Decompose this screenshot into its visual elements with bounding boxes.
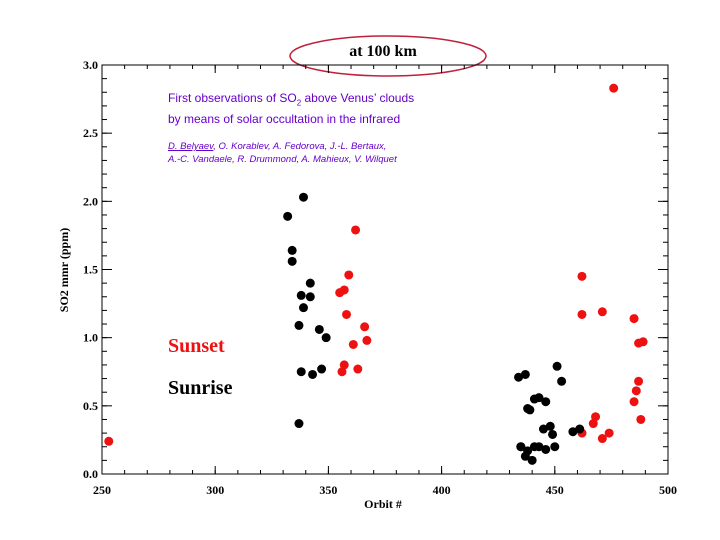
sunrise-point (557, 376, 567, 386)
sunrise-point (520, 369, 530, 379)
sunrise-point (298, 303, 308, 313)
sunrise-point (534, 442, 544, 452)
annotation-title-part2: above Venus’ clouds (301, 91, 415, 105)
sunrise-point (516, 442, 526, 452)
sunrise-point (298, 192, 308, 202)
sunrise-point (308, 369, 318, 379)
sunset-point (344, 270, 354, 280)
sunrise-point (550, 442, 560, 452)
annotation-title: First observations of SO2 above Venus’ c… (168, 90, 414, 127)
sunset-point (353, 364, 363, 374)
annotation-authors: D. Belyaev, O. Korablev, A. Fedorova, J.… (168, 140, 397, 166)
sunrise-point (575, 424, 585, 434)
y-tick-label: 1.5 (83, 263, 98, 277)
sunrise-point (305, 278, 315, 288)
legend-sunrise: Sunrise (168, 377, 233, 399)
authors-line1-rest: , O. Korablev, A. Fedorova, J.-L. Bertau… (213, 141, 387, 152)
sunset-point (342, 309, 352, 319)
sunset-point (631, 386, 641, 396)
data-points (104, 83, 648, 465)
sunset-point (634, 376, 644, 386)
sunset-point (104, 436, 114, 446)
authors-line2: A.-C. Vandaele, R. Drummond, A. Mahieux,… (168, 154, 397, 165)
axis-ticks (101, 64, 669, 475)
sunset-point (339, 285, 349, 295)
sunset-point (597, 434, 607, 444)
sunset-point (604, 428, 614, 438)
sunset-point (337, 367, 347, 377)
y-tick-label: 2.0 (83, 194, 98, 208)
sunset-point (591, 412, 601, 422)
sunrise-point (314, 324, 324, 334)
first-author-link[interactable]: D. Belyaev (168, 141, 214, 152)
x-tick-label: 300 (206, 483, 224, 497)
y-tick-label: 0.0 (83, 467, 98, 481)
sunset-point (577, 271, 587, 281)
chart-title: at 100 km (349, 43, 417, 60)
sunrise-point (552, 361, 562, 371)
sunset-point (351, 225, 361, 235)
sunrise-point (294, 419, 304, 429)
sunset-point (360, 322, 370, 332)
sunset-point (339, 360, 349, 370)
sunrise-point (514, 372, 524, 382)
annotation-title-subscript: 2 (296, 98, 302, 108)
legend-sunset: Sunset (168, 335, 225, 357)
sunrise-point (296, 367, 306, 377)
y-tick-label: 2.5 (83, 126, 98, 140)
sunrise-point (296, 290, 306, 300)
sunrise-point (283, 211, 293, 221)
title-highlight-ellipse (289, 35, 487, 77)
sunset-point (638, 337, 648, 347)
y-tick-label: 0.5 (83, 399, 98, 413)
sunset-point (588, 419, 598, 429)
sunrise-point (534, 393, 544, 403)
axis-tick-labels: 250 300 350 400 450 500 0.0 0.5 1.0 1.5 2.0 2.5 3.0 (83, 58, 677, 497)
annotation-title-line2: by means of solar occultation in the inf… (168, 112, 401, 127)
sunset-point (348, 339, 358, 349)
sunrise-point (545, 421, 555, 431)
sunrise-point (294, 320, 304, 330)
y-axis-label: SO2 mmr (ppm) (57, 228, 71, 312)
sunrise-point (525, 405, 535, 415)
sunrise-point (538, 424, 548, 434)
sunset-point (577, 309, 587, 319)
sunset-point (362, 335, 372, 345)
x-tick-label: 400 (433, 483, 451, 497)
sunrise-point (520, 451, 530, 461)
sunset-point (609, 83, 619, 93)
y-tick-label: 3.0 (83, 58, 98, 72)
x-tick-label: 450 (546, 483, 564, 497)
sunrise-point (317, 364, 327, 374)
sunrise-point (321, 333, 331, 343)
y-tick-label: 1.0 (83, 331, 98, 345)
sunrise-point (527, 455, 537, 465)
x-tick-label: 250 (93, 483, 111, 497)
sunset-point (597, 307, 607, 317)
sunset-point (636, 414, 646, 424)
sunrise-point (305, 292, 315, 302)
sunrise-point (287, 245, 297, 255)
sunset-point (629, 397, 639, 407)
x-tick-label: 350 (319, 483, 337, 497)
annotation-title-part1: First observations of SO (168, 91, 297, 105)
sunrise-point (541, 397, 551, 407)
x-axis-label: Orbit # (364, 497, 402, 511)
sunrise-point (287, 256, 297, 266)
sunset-point (629, 314, 639, 324)
x-tick-label: 500 (659, 483, 677, 497)
sunrise-point (548, 429, 558, 439)
sunrise-point (568, 427, 578, 437)
sunrise-point (541, 444, 551, 454)
